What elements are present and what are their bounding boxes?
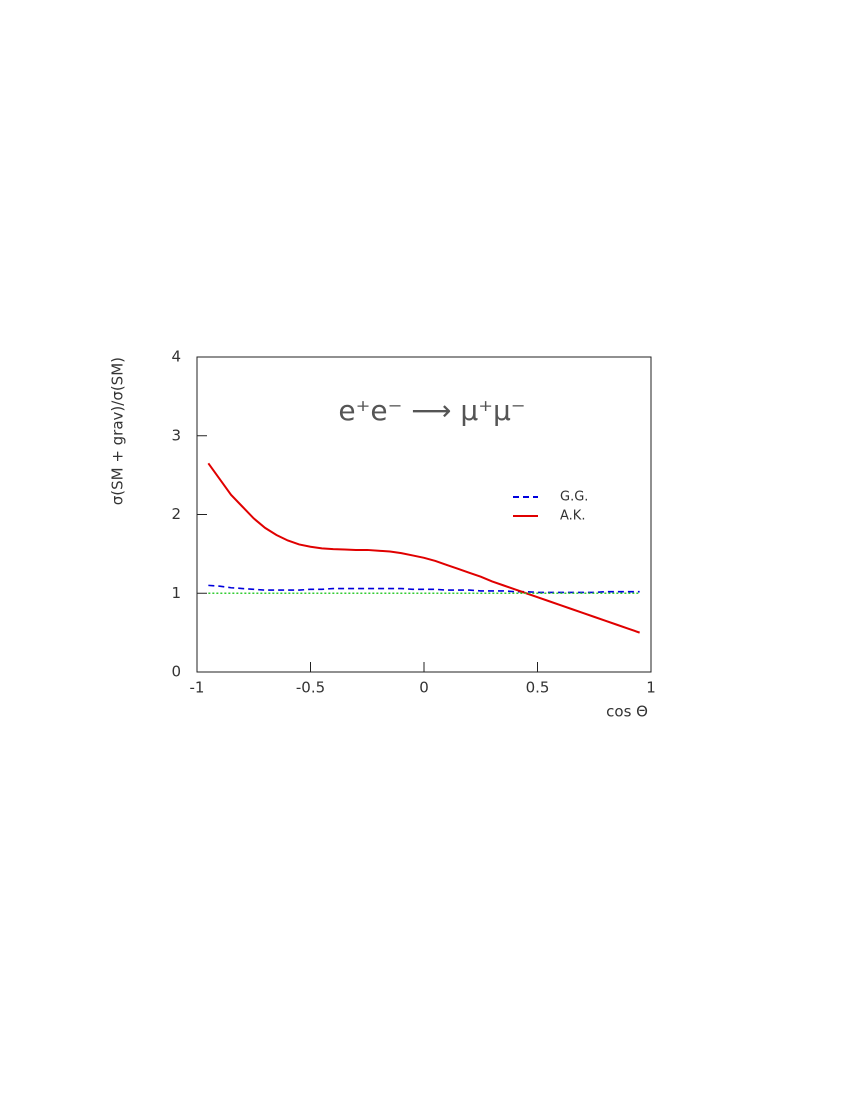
y-tick-label: 2 [171,505,181,523]
y-axis-label: σ(SM + grav)/σ(SM) [109,357,127,505]
x-tick-label: 0 [419,679,429,697]
legend-label: A.K. [560,509,585,524]
legend-label: G.G. [560,490,588,505]
process-annotation: e⁺e⁻ ⟶ μ⁺μ⁻ [338,394,525,427]
y-tick-label: 4 [171,348,181,366]
y-tick-label: 3 [171,426,181,444]
y-tick-label: 1 [171,584,181,602]
x-tick-label: 1 [646,679,656,697]
x-tick-label: 0.5 [526,679,550,697]
x-axis-label: cos Θ [606,703,648,721]
x-tick-label: -0.5 [296,679,325,697]
series-line [208,584,640,594]
x-tick-label: -1 [190,679,205,697]
series-line [207,462,640,634]
y-tick-label: 0 [171,663,181,681]
